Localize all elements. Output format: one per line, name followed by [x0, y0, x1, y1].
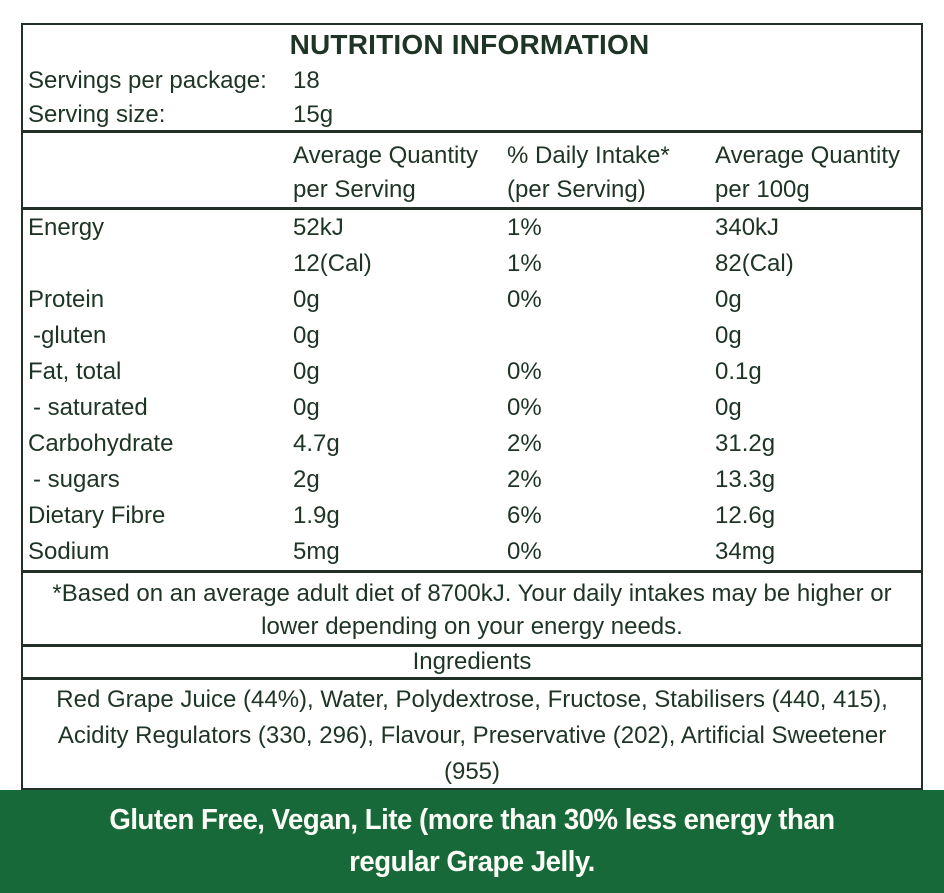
per-100g-cell: 12.6g	[715, 502, 776, 529]
label-header-section: NUTRITION INFORMATION Servings per packa…	[23, 25, 921, 133]
per-100g-cell: 0g	[715, 286, 742, 313]
daily-intake-cell: 6%	[507, 502, 542, 529]
label-title: NUTRITION INFORMATION	[289, 29, 650, 60]
nutrient-cell: Dietary Fibre	[28, 502, 166, 529]
ingredients-line3: (955)	[443, 758, 501, 785]
ingredients-line2: Acidity Regulators (330, 296), Flavour, …	[57, 722, 887, 749]
serving-size-value: 15g	[293, 101, 334, 128]
per-serving-cell: 12(Cal)	[293, 250, 372, 277]
column-header-per-100g: Average Quantity per 100g	[715, 139, 921, 207]
nutrient-cell: Fat, total	[28, 358, 122, 385]
servings-per-package-value: 18	[293, 67, 320, 94]
per-serving-cell: 0g	[293, 286, 320, 313]
per-100g-cell: 340kJ	[715, 214, 780, 241]
per-100g-cell: 82(Cal)	[715, 250, 794, 277]
claims-banner: Gluten Free, Vegan, Lite (more than 30% …	[0, 790, 944, 893]
nutrient-cell: Sodium	[28, 538, 110, 565]
per-serving-cell: 2g	[293, 466, 320, 493]
daily-intake-cell: 1%	[507, 214, 542, 241]
column-header-spacer	[28, 139, 293, 207]
footnote-line1: *Based on an average adult diet of 8700k…	[52, 580, 892, 607]
daily-intake-cell: 0%	[507, 538, 542, 565]
per-serving-cell: 0g	[293, 322, 320, 349]
column-header-daily-intake-line2: (per Serving)	[507, 176, 646, 203]
column-headers: Average Quantity per Serving % Daily Int…	[23, 133, 921, 210]
per-100g-cell: 0g	[715, 322, 742, 349]
per-serving-cell: 52kJ	[293, 214, 344, 241]
servings-per-package-label: Servings per package:	[28, 67, 267, 94]
per-100g-cell: 31.2g	[715, 430, 776, 457]
daily-intake-cell: 0%	[507, 286, 542, 313]
column-header-daily-intake: % Daily Intake* (per Serving)	[507, 139, 715, 207]
per-serving-cell: 0g	[293, 394, 320, 421]
nutrient-cell: Protein	[28, 286, 105, 313]
per-100g-cell: 13.3g	[715, 466, 776, 493]
daily-intake-cell: 2%	[507, 466, 542, 493]
claims-banner-line1: Gluten Free, Vegan, Lite (more than 30% …	[109, 804, 835, 836]
per-serving-cell: 5mg	[293, 538, 340, 565]
per-100g-cell: 0.1g	[715, 358, 762, 385]
column-header-per-100g-line1: Average Quantity	[715, 142, 901, 169]
nutrient-cell: Carbohydrate	[28, 430, 174, 457]
daily-intake-cell: 1%	[507, 250, 542, 277]
column-header-per-serving: Average Quantity per Serving	[293, 139, 507, 207]
column-header-per-100g-line2: per 100g	[715, 176, 810, 203]
servings-per-package-row: Servings per package: 18	[28, 64, 911, 97]
claims-banner-line2: regular Grape Jelly.	[349, 846, 595, 878]
per-100g-cell: 0g	[715, 394, 742, 421]
serving-size-label: Serving size:	[28, 101, 166, 128]
per-serving-cell: 1.9g	[293, 502, 340, 529]
daily-intake-cell: 0%	[507, 394, 542, 421]
nutrient-cell: -gluten	[33, 322, 107, 349]
ingredients-header: Ingredients	[23, 647, 921, 680]
footnote-line2: lower depending on your energy needs.	[261, 613, 683, 640]
ingredients-line1: Red Grape Juice (44%), Water, Polydextro…	[56, 686, 888, 713]
nutrition-label: NUTRITION INFORMATION Servings per packa…	[21, 23, 923, 790]
daily-intake-cell: 2%	[507, 430, 542, 457]
column-header-per-serving-line2: per Serving	[293, 176, 416, 203]
column-header-daily-intake-line1: % Daily Intake*	[507, 142, 670, 169]
ingredients-text: Red Grape Juice (44%), Water, Polydextro…	[23, 680, 921, 788]
column-header-per-serving-line1: Average Quantity	[293, 142, 479, 169]
per-100g-cell: 34mg	[715, 538, 776, 565]
per-serving-cell: 4.7g	[293, 430, 340, 457]
serving-size-row: Serving size: 15g	[28, 98, 911, 131]
daily-intake-footnote: *Based on an average adult diet of 8700k…	[23, 573, 921, 647]
nutrient-table: Energy 52kJ 1% 340kJ 12(Cal) 1% 82(Cal) …	[23, 210, 921, 573]
nutrient-cell: Energy	[28, 214, 105, 241]
nutrient-cell: - sugars	[33, 466, 120, 493]
daily-intake-cell: 0%	[507, 358, 542, 385]
per-serving-cell: 0g	[293, 358, 320, 385]
nutrient-cell: - saturated	[33, 394, 148, 421]
